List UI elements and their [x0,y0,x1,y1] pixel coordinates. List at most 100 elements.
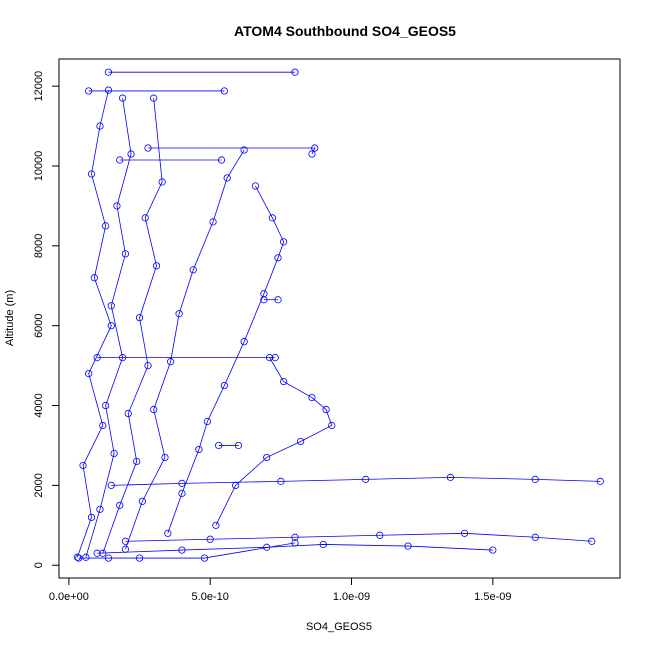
data-point [308,150,316,158]
data-point [99,421,107,430]
data-point [178,489,186,497]
data-point [164,529,172,537]
data-point [588,537,596,545]
data-point [297,437,305,446]
series-3 [121,146,248,553]
data-point [121,537,130,545]
data-point [96,122,104,130]
series-1 [82,94,135,561]
y-axis: 0 2000 4000 6000 8000 10000 12000 [33,71,60,568]
series-16 [75,539,299,562]
data-point [251,182,260,190]
y-tick-label: 4000 [33,393,45,417]
data-point [274,254,282,262]
data-point [319,540,327,549]
series-line [76,90,112,558]
data-point [144,144,152,152]
data-point [260,296,268,304]
y-axis-label: Altitude (m) [4,290,16,346]
data-point [268,214,276,222]
data-point [90,274,98,282]
data-point [161,453,169,462]
data-point [175,310,183,318]
series-15 [260,296,282,304]
data-point [291,539,299,547]
data-point [206,535,214,543]
data-point [178,546,186,554]
y-tick-label: 10000 [33,151,45,182]
data-point [328,421,336,430]
data-point [404,542,412,550]
series-0 [73,86,115,561]
series-2 [99,94,166,557]
data-point [274,296,282,304]
y-tick-label: 12000 [33,71,45,102]
data-point [104,554,113,562]
x-tick-label: 0.0e+00 [49,591,89,603]
data-point [167,358,175,366]
data-point [189,266,197,274]
data-point [138,497,146,505]
series-6 [107,473,604,489]
data-point [280,238,288,246]
data-point [121,250,130,258]
data-point [200,554,209,562]
data-point [75,554,83,562]
data-point [93,354,101,362]
data-point [133,457,141,466]
data-point [280,377,288,386]
chart-title: ATOM4 Southbound SO4_GEOS5 [234,23,456,39]
series-7 [121,529,596,545]
data-point [489,546,497,554]
data-point [87,513,96,521]
data-point [596,477,604,485]
data-point [362,475,370,483]
series-8 [93,540,497,557]
data-point [141,214,149,222]
data-point [446,473,455,481]
data-point [82,553,90,561]
data-point [113,202,121,210]
data-point [124,409,132,418]
data-point [234,441,243,450]
data-point [215,441,223,450]
data-point [212,521,220,529]
data-point [460,529,469,537]
series-line [78,542,296,559]
data-point [116,156,124,164]
series-line [125,149,245,550]
data-point [96,505,104,513]
data-point [178,479,186,487]
data-point [291,533,299,541]
x-tick-label: 1.0e-09 [333,591,370,603]
data-point [322,405,330,414]
data-point [73,553,81,561]
data-point [150,94,158,102]
x-axis-label: SO4_GEOS5 [306,621,372,633]
y-tick-label: 6000 [33,313,45,337]
series-10 [85,87,228,95]
data-point [220,87,228,95]
data-point [102,401,110,410]
data-point [158,178,166,186]
data-point [144,362,152,370]
data-point [118,94,127,102]
data-point [110,449,118,458]
x-tick-label: 1.5e-09 [474,591,511,603]
data-point [240,146,248,154]
data-point [107,302,115,310]
data-point [195,445,203,454]
series-14 [215,441,243,450]
data-point [220,381,228,390]
data-point [263,453,271,462]
data-point [217,156,226,164]
series-line [85,98,132,558]
series-line [215,357,333,526]
data-point [152,262,161,270]
data-point [85,369,93,378]
data-point [107,322,115,330]
data-point [79,461,87,470]
data-point [87,170,96,178]
data-point [240,338,248,346]
series-line [148,147,316,155]
